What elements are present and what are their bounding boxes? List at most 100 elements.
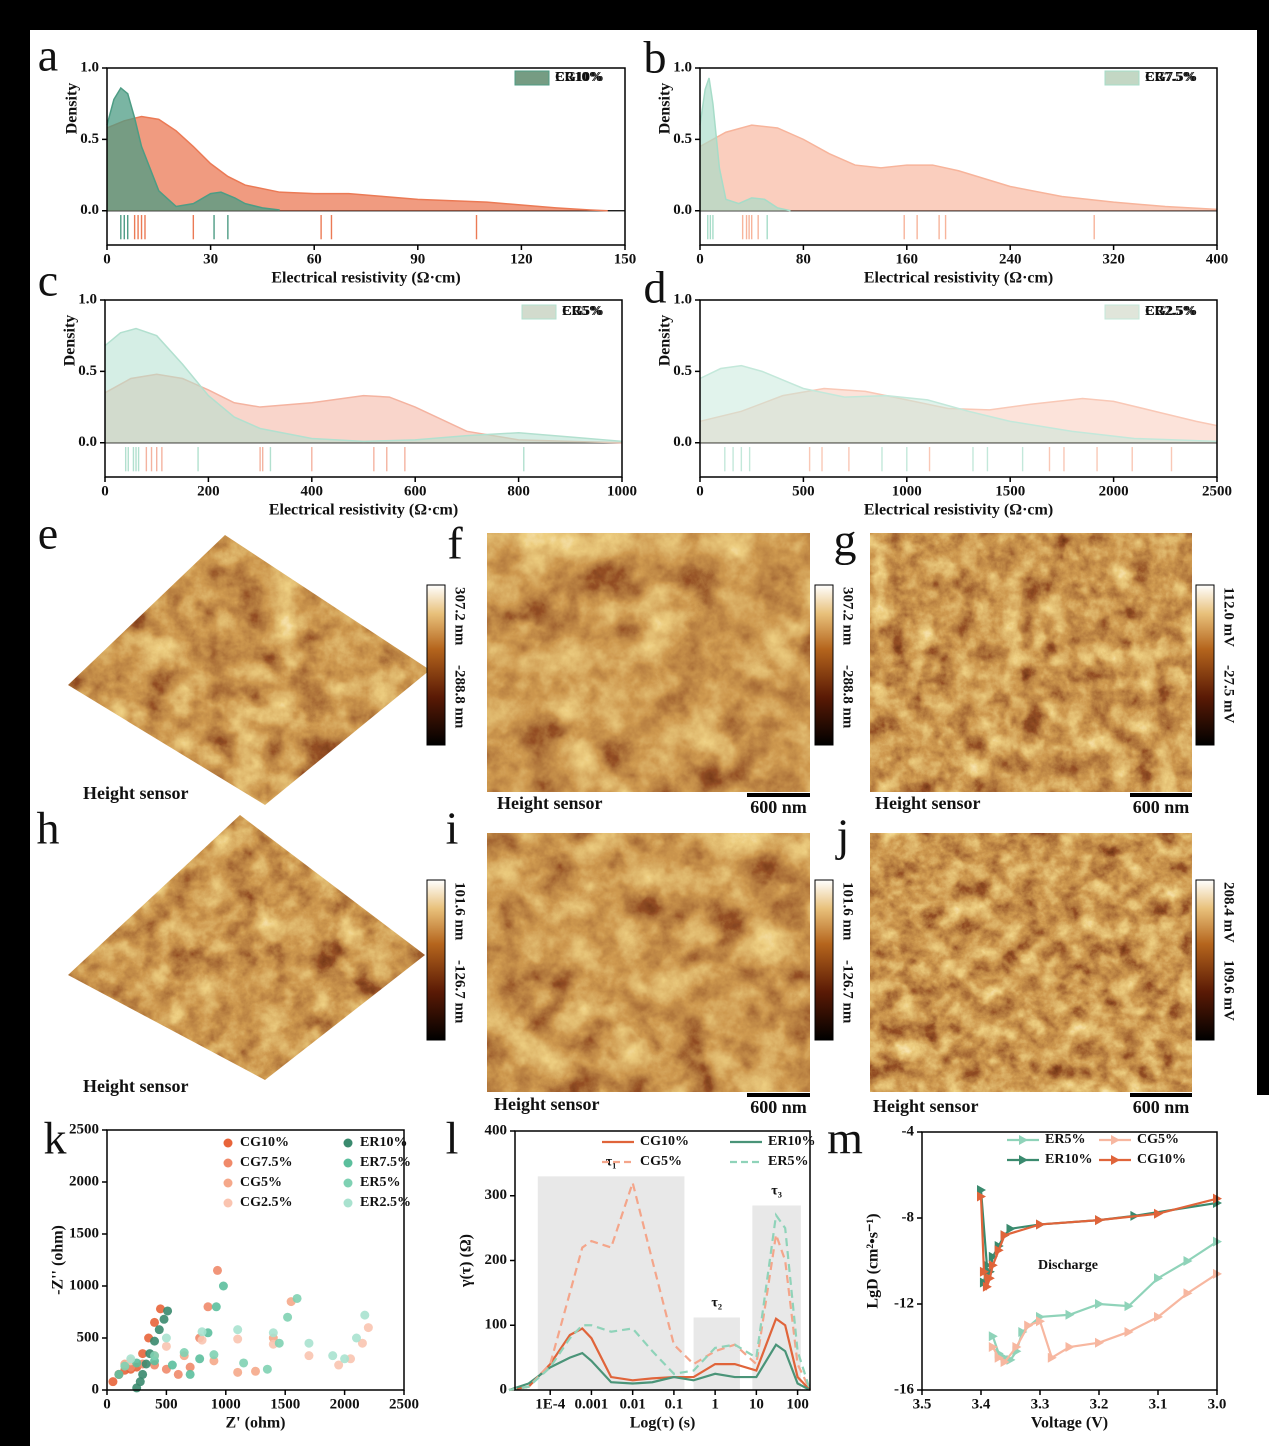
legend-swatch <box>343 1198 353 1208</box>
marker <box>1036 1219 1045 1230</box>
point <box>159 1314 169 1324</box>
caption: Height sensor <box>875 793 981 813</box>
area-fill <box>105 328 622 443</box>
legend-swatch <box>521 304 557 320</box>
legend-swatch <box>223 1198 233 1208</box>
point <box>154 1325 164 1335</box>
y-axis-label: Density <box>657 315 674 367</box>
y-tick-label: 0.5 <box>80 131 99 147</box>
x-tick-label: 1000 <box>607 483 637 499</box>
legend-label: CG7.5% <box>1145 70 1198 85</box>
density-line <box>106 115 608 212</box>
point <box>167 1360 177 1370</box>
x-tick-label: 0 <box>696 251 704 267</box>
marker <box>977 1185 986 1196</box>
plot-frame <box>106 1129 405 1391</box>
colorbar-max: 101.6 nm <box>452 882 468 941</box>
point <box>363 1323 373 1333</box>
point <box>155 1304 165 1314</box>
density-line <box>106 86 280 211</box>
point <box>120 1361 130 1371</box>
colorbar-min: -27.5 mV <box>1221 665 1237 723</box>
marker <box>994 1245 1004 1256</box>
x-tick-label: 30 <box>203 251 218 267</box>
plot-frame <box>106 67 626 246</box>
scale-bar-label: 600 nm <box>1133 797 1190 817</box>
x-tick-label: 0 <box>696 483 704 499</box>
point <box>173 1369 183 1379</box>
marker <box>979 1277 989 1288</box>
point <box>195 1354 205 1364</box>
x-tick-label: 1000 <box>892 483 922 499</box>
point <box>114 1369 124 1379</box>
marker <box>1095 1215 1104 1226</box>
legend-label: CG10% <box>240 1135 289 1150</box>
caption: Height sensor <box>873 1096 979 1116</box>
point <box>209 1350 219 1360</box>
point <box>150 1317 160 1327</box>
density-line <box>104 327 623 443</box>
series-line <box>508 1212 812 1392</box>
point <box>268 1328 278 1338</box>
point <box>360 1310 370 1320</box>
point <box>351 1333 361 1343</box>
caption: Height sensor <box>83 1076 189 1096</box>
afm-image <box>870 833 1192 1092</box>
series-line <box>508 1178 811 1392</box>
series-line <box>991 1272 1218 1364</box>
legend-label: ER5% <box>1045 1132 1085 1147</box>
x-tick-label: 2500 <box>1202 483 1232 499</box>
marker <box>1095 1337 1104 1348</box>
border <box>0 0 1269 30</box>
y-tick-label: 0.0 <box>673 202 692 218</box>
x-tick-label: 3.3 <box>1031 1396 1050 1412</box>
marker <box>982 1281 992 1292</box>
plot-frame <box>699 67 1218 246</box>
point <box>161 1341 171 1351</box>
legend-label: ER10% <box>360 1135 407 1150</box>
y-tick-label: 1.0 <box>673 59 692 75</box>
y-tick-label: 0.0 <box>673 434 692 450</box>
marker <box>1012 1342 1022 1352</box>
series-line <box>508 1317 811 1392</box>
point <box>357 1338 367 1348</box>
series-line <box>991 1240 1218 1362</box>
panel-letter: i <box>446 803 459 854</box>
marker <box>985 1273 995 1284</box>
colorbar <box>426 879 446 1041</box>
panel-letter: g <box>834 515 857 566</box>
point <box>218 1281 228 1291</box>
x-axis-label: Z' (ohm) <box>226 1415 286 1432</box>
point <box>150 1351 160 1361</box>
legend-marker <box>1111 1135 1120 1145</box>
x-tick-label: 120 <box>510 251 533 267</box>
colorbar <box>1195 879 1215 1041</box>
marker <box>1065 1309 1075 1320</box>
x-tick-label: 1500 <box>270 1396 300 1412</box>
marker <box>994 1352 1004 1363</box>
point <box>163 1306 173 1316</box>
afm-3d-surface <box>68 815 425 1080</box>
density-line <box>699 77 791 212</box>
scale-bar-label: 600 nm <box>1133 1097 1190 1117</box>
point <box>304 1351 314 1361</box>
legend-label: ER10% <box>768 1134 815 1149</box>
legend-label: ER10% <box>555 70 602 85</box>
y-tick-label: -16 <box>894 1381 914 1397</box>
point <box>135 1377 145 1387</box>
marker <box>1006 1223 1016 1234</box>
colorbar-max: 101.6 nm <box>840 882 856 941</box>
point <box>283 1312 293 1322</box>
plot-frame <box>514 1130 811 1391</box>
area-fill <box>107 87 280 211</box>
legend-swatch <box>343 1138 353 1148</box>
border <box>1257 0 1269 1095</box>
colorbar-min: -288.8 nm <box>840 665 856 729</box>
x-tick-label: 150 <box>614 251 637 267</box>
marker <box>977 1191 986 1202</box>
legend-label: ER2.5% <box>360 1195 411 1210</box>
marker <box>1124 1326 1134 1337</box>
legend-label: ER7.5% <box>360 1155 411 1170</box>
point <box>274 1338 284 1348</box>
